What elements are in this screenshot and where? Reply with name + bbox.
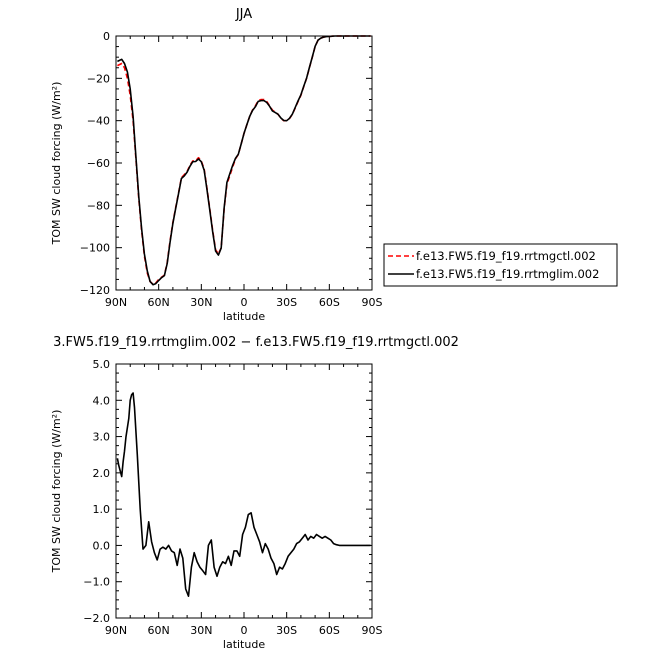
x-tick-label: 60S [319, 296, 340, 309]
y-tick-label: 0 [103, 30, 110, 43]
series-line-1-0 [116, 392, 371, 598]
y-tick-label: 2.0 [93, 467, 111, 480]
chart-title-0: JJA [235, 7, 252, 22]
x-tick-label: 60N [148, 296, 170, 309]
y-axis-label-1: TOM SW cloud forcing (W/m²) [50, 410, 63, 574]
series-line-0-0 [117, 35, 371, 286]
x-tick-label: 30S [276, 296, 297, 309]
x-tick-label: 90N [105, 624, 127, 637]
y-tick-label: 3.0 [93, 431, 111, 444]
y-tick-label: −120 [80, 284, 110, 297]
y-tick-label: 5.0 [93, 358, 111, 371]
y-tick-label: 0.0 [93, 539, 111, 552]
legend-box [383, 243, 618, 287]
x-axis-label-0: latitude [223, 310, 265, 323]
y-tick-label: −1.0 [83, 576, 110, 589]
y-tick-label: −80 [87, 199, 110, 212]
x-tick-label: 90N [105, 296, 127, 309]
plot-frame-0 [115, 35, 373, 291]
y-axis-label-0: TOM SW cloud forcing (W/m²) [50, 82, 63, 246]
x-tick-label: 0 [241, 296, 248, 309]
x-tick-label: 90S [362, 296, 383, 309]
x-tick-label: 30S [276, 624, 297, 637]
x-axis-label-1: latitude [223, 638, 265, 651]
y-tick-label: 1.0 [93, 503, 111, 516]
y-tick-label: 4.0 [93, 394, 111, 407]
x-tick-label: 30N [190, 624, 212, 637]
legend-label-1: f.e13.FW5.f19_f19.rrtmglim.002 [416, 267, 599, 281]
y-tick-label: −60 [87, 157, 110, 170]
x-tick-label: 30N [190, 296, 212, 309]
x-tick-label: 60N [148, 624, 170, 637]
plot-frame-1 [115, 363, 373, 619]
legend-label-0: f.e13.FW5.f19_f19.rrtmgctl.002 [416, 249, 596, 263]
chart-title-1: 3.FW5.f19_f19.rrtmglim.002 − f.e13.FW5.f… [53, 335, 459, 350]
y-tick-label: −2.0 [83, 612, 110, 625]
y-tick-label: −20 [87, 72, 110, 85]
x-tick-label: 60S [319, 624, 340, 637]
x-tick-label: 0 [241, 624, 248, 637]
series-line-0-1 [117, 35, 371, 286]
y-tick-label: −40 [87, 115, 110, 128]
x-tick-label: 90S [362, 624, 383, 637]
y-tick-label: −100 [80, 242, 110, 255]
